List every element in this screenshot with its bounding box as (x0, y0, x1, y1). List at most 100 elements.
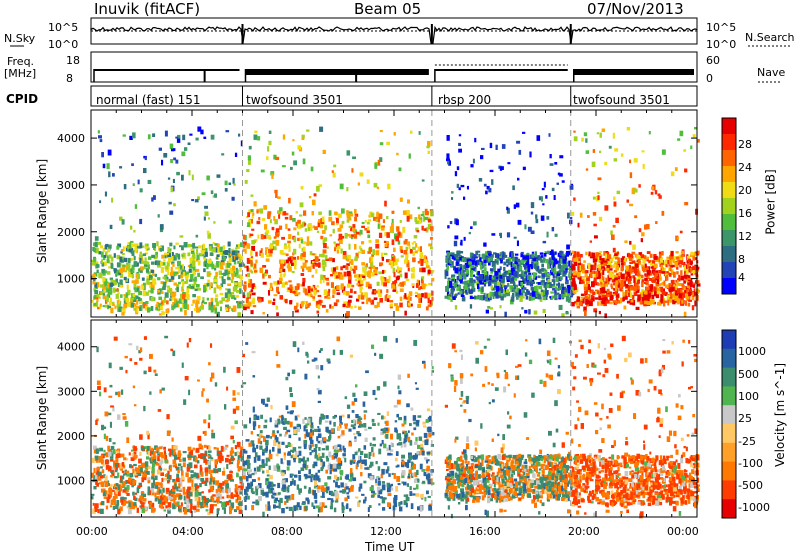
power-cell (415, 243, 418, 248)
velocity-cell (161, 454, 166, 459)
velocity-cell (315, 472, 318, 477)
velocity-cell (366, 466, 370, 470)
power-cell (421, 293, 424, 298)
power-cell (391, 257, 394, 262)
power-cell (509, 299, 514, 305)
power-cell (594, 262, 597, 266)
power-cell (632, 275, 636, 279)
power-cell (649, 253, 653, 258)
power-cell (269, 282, 273, 288)
power-cell (143, 168, 147, 174)
velocity-cell (239, 506, 242, 510)
velocity-cell (140, 504, 145, 510)
power-cell (244, 265, 247, 269)
velocity-cell (146, 430, 150, 435)
velocity-cell (383, 335, 388, 342)
power-cell (204, 205, 208, 209)
power-cell (464, 289, 467, 294)
power-cell (614, 283, 618, 290)
velocity-cell (182, 486, 186, 493)
power-cell (454, 253, 459, 258)
power-cell (686, 263, 690, 268)
power-cell (507, 282, 510, 287)
power-cell (599, 287, 603, 291)
velocity-cell (303, 425, 306, 432)
power-cell (564, 293, 568, 298)
power-cell (157, 214, 160, 218)
power-cell (495, 271, 499, 276)
power-cell (686, 289, 689, 293)
power-cell (666, 272, 671, 276)
power-cell (197, 196, 200, 201)
velocity-cell (209, 504, 214, 510)
cpid-segment-2: twofsound 3501 (246, 93, 343, 107)
power-cell (576, 296, 580, 302)
power-cell (152, 133, 156, 137)
power-cell (290, 166, 293, 170)
power-cell (303, 210, 307, 216)
power-cell (541, 196, 543, 202)
power-cell (509, 276, 512, 280)
power-cell (680, 295, 684, 301)
power-cell (378, 271, 383, 275)
power-cell (540, 289, 544, 293)
velocity-cell (217, 483, 220, 489)
velocity-cell (158, 463, 162, 470)
velocity-cell (211, 477, 216, 483)
power-cell (517, 177, 520, 181)
velocity-cell (356, 418, 361, 425)
power-cell (102, 163, 106, 169)
power-cell (683, 311, 687, 317)
velocity-cell (112, 498, 116, 503)
power-cell (692, 292, 696, 296)
power-cell (454, 305, 458, 310)
power-cell (554, 266, 557, 273)
power-cell (444, 295, 448, 299)
velocity-cell (279, 433, 282, 437)
velocity-cell (212, 494, 216, 497)
power-cell (215, 294, 219, 298)
velocity-cell (139, 357, 143, 361)
power-cell (461, 269, 464, 276)
power-cell (346, 187, 349, 192)
power-cell (163, 153, 168, 158)
velocity-cell (302, 456, 306, 463)
power-cell (217, 247, 220, 253)
power-cell (692, 256, 696, 261)
power-cell (186, 304, 190, 310)
velocity-cell (132, 385, 136, 389)
power-cell (538, 256, 542, 261)
power-cell (301, 137, 305, 140)
power-cell (592, 264, 597, 271)
power-cell (362, 267, 366, 273)
power-cell (538, 286, 543, 290)
power-cell (427, 269, 431, 274)
power-cell (242, 234, 246, 240)
velocity-cell (196, 501, 200, 508)
power-cell (353, 265, 358, 271)
velocity-cell (217, 452, 222, 454)
power-cell (136, 262, 139, 267)
velocity-cell (304, 373, 308, 380)
power-cell (119, 273, 124, 278)
power-cell (198, 308, 201, 312)
power-cell (588, 251, 591, 257)
power-cell (306, 242, 309, 246)
power-cell (130, 247, 134, 251)
power-cell (680, 275, 685, 281)
velocity-cell (223, 508, 226, 514)
power-cell (656, 284, 660, 287)
velocity-cell (203, 480, 207, 484)
power-cell (446, 153, 450, 160)
power-cell (670, 287, 675, 292)
velocity-cell (167, 470, 170, 475)
power-cell (249, 279, 253, 284)
power-cell (399, 296, 403, 301)
power-cell (354, 244, 357, 250)
power-cell (260, 248, 263, 251)
power-cell (369, 267, 372, 273)
velocity-cell (409, 440, 413, 446)
power-cell (343, 290, 346, 295)
power-cell (153, 254, 158, 260)
power-cell (361, 262, 365, 266)
